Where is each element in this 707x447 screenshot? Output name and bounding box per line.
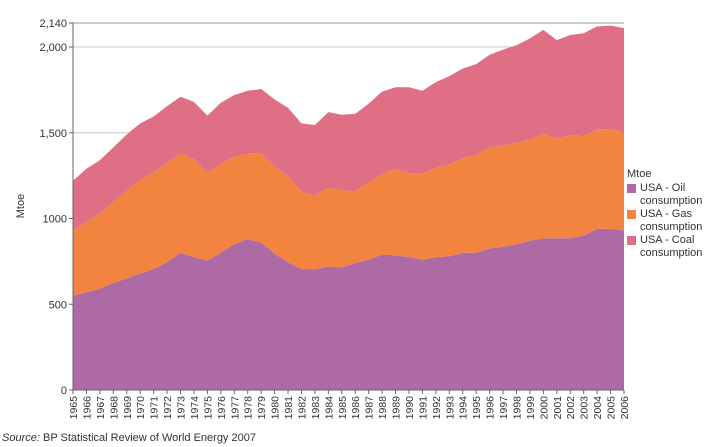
legend-label-oil: USA - Oil consumption <box>640 182 703 207</box>
x-tick-label: 1984 <box>323 396 335 420</box>
x-tick-label: 1983 <box>310 396 322 420</box>
area-usa-oil-consumption <box>73 228 624 390</box>
x-tick-label: 1974 <box>189 396 201 420</box>
legend-item-gas: USA - Gas consumption <box>627 208 707 234</box>
legend: Mtoe USA - Oil consumption USA - Gas con… <box>627 168 707 260</box>
x-tick-label: 2003 <box>579 396 591 420</box>
legend-title: Mtoe <box>627 168 652 180</box>
source-text: BP Statistical Review of World Energy 20… <box>42 432 256 444</box>
x-tick-label: 1979 <box>256 396 268 420</box>
x-tick-label: 1973 <box>176 396 188 420</box>
source-label: Source: <box>2 432 40 444</box>
y-tick-label: 1,500 <box>39 128 67 140</box>
x-tick-label: 1978 <box>243 396 255 420</box>
x-tick-label: 1995 <box>471 396 483 420</box>
x-tick-label: 1982 <box>296 396 308 420</box>
y-tick-label: 1000 <box>43 214 67 226</box>
x-tick-label: 1988 <box>377 396 389 420</box>
legend-swatch-coal <box>627 236 636 245</box>
x-tick-label: 1971 <box>149 396 161 420</box>
legend-label-gas: USA - Gas consumption <box>640 208 703 233</box>
x-tick-label: 2000 <box>538 396 550 420</box>
x-tick-label: 1968 <box>108 396 120 420</box>
y-tick-label: 500 <box>49 299 67 311</box>
x-tick-label: 2006 <box>619 396 631 420</box>
x-tick-label: 1999 <box>525 396 537 420</box>
x-tick-label: 1994 <box>458 396 470 420</box>
axes <box>72 22 624 391</box>
x-tick-label: 1987 <box>364 396 376 420</box>
x-tick-label: 1972 <box>162 396 174 420</box>
x-tick-label: 2002 <box>565 396 577 420</box>
area-usa-gas-consumption <box>73 129 624 296</box>
source-note: Source: BP Statistical Review of World E… <box>2 432 256 444</box>
x-tick-label: 2001 <box>552 396 564 420</box>
x-tick-label: 1997 <box>498 396 510 420</box>
x-tick-label: 1991 <box>417 396 429 420</box>
x-tick-label: 1985 <box>337 396 349 420</box>
legend-label-coal: USA - Coal consumption <box>640 234 703 259</box>
x-tick-label: 1966 <box>81 396 93 420</box>
x-tick-label: 2004 <box>592 396 604 420</box>
y-tick-label: 0 <box>61 385 67 397</box>
legend-swatch-gas <box>627 210 636 219</box>
x-tick-label: 1993 <box>444 396 456 420</box>
x-tick-label: 1996 <box>485 396 497 420</box>
legend-swatch-oil <box>627 184 636 193</box>
x-tick-label: 1998 <box>511 396 523 420</box>
y-tick-label: 2,000 <box>39 42 67 54</box>
x-tick-label: 1977 <box>229 396 241 420</box>
x-tick-label: 1976 <box>216 396 228 420</box>
x-tick-label: 2005 <box>606 396 618 420</box>
legend-item-oil: USA - Oil consumption <box>627 182 707 208</box>
x-tick-label: 1981 <box>283 396 295 420</box>
x-tick-label: 1967 <box>95 396 107 420</box>
x-tick-label: 1969 <box>122 396 134 420</box>
x-tick-label: 1965 <box>68 396 80 420</box>
x-tick-label: 1992 <box>431 396 443 420</box>
x-tick-label: 1990 <box>404 396 416 420</box>
x-axis-ticks: 1965 1966 1967 1968 1969 1970 1971 1972 1973 1974… <box>68 390 631 419</box>
x-tick-label: 1986 <box>350 396 362 420</box>
x-tick-label: 1989 <box>391 396 403 420</box>
legend-item-coal: USA - Coal consumption <box>627 234 707 260</box>
y-tick-label: 2,140 <box>39 18 67 30</box>
y-axis-label: Mtoe <box>15 194 27 218</box>
x-tick-label: 1970 <box>135 396 147 420</box>
area-series <box>73 25 624 390</box>
x-tick-label: 1975 <box>202 396 214 420</box>
area-usa-coal-consumption <box>73 25 624 231</box>
y-axis-ticks: 0 500 1000 1,500 2,000 2,140 <box>39 18 73 397</box>
x-tick-label: 1980 <box>270 396 282 420</box>
